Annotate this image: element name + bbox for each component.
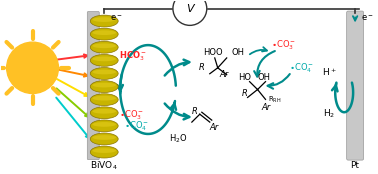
Ellipse shape xyxy=(92,57,116,61)
Ellipse shape xyxy=(92,122,116,127)
Ellipse shape xyxy=(92,96,116,101)
Ellipse shape xyxy=(90,54,118,66)
Text: $\bullet$CO$_4^-$: $\bullet$CO$_4^-$ xyxy=(124,119,150,133)
Text: OH: OH xyxy=(232,48,245,57)
Ellipse shape xyxy=(90,41,118,53)
Ellipse shape xyxy=(92,109,116,114)
Text: HCO$_3^-$: HCO$_3^-$ xyxy=(119,49,147,63)
Text: $\bullet$CO$_3^-$: $\bullet$CO$_3^-$ xyxy=(119,108,144,122)
Text: V: V xyxy=(186,4,194,14)
Text: HO: HO xyxy=(239,73,252,82)
Text: e$^-$: e$^-$ xyxy=(361,14,374,23)
FancyBboxPatch shape xyxy=(87,11,99,160)
Ellipse shape xyxy=(92,17,116,22)
Ellipse shape xyxy=(90,15,118,27)
Text: Ar: Ar xyxy=(220,70,229,79)
Text: H$^+$: H$^+$ xyxy=(322,66,336,78)
Circle shape xyxy=(173,0,207,25)
Text: e$^-$: e$^-$ xyxy=(110,14,123,23)
Ellipse shape xyxy=(90,28,118,40)
Text: OH: OH xyxy=(257,73,271,82)
Ellipse shape xyxy=(90,107,118,119)
Ellipse shape xyxy=(92,135,116,140)
Text: HOO: HOO xyxy=(203,48,222,57)
Ellipse shape xyxy=(92,30,116,35)
Text: Ar: Ar xyxy=(262,103,271,112)
Text: Ar: Ar xyxy=(210,122,219,132)
Text: BiVO$_4$: BiVO$_4$ xyxy=(90,159,118,172)
Text: H$_2$: H$_2$ xyxy=(323,108,335,120)
Ellipse shape xyxy=(90,81,118,93)
Ellipse shape xyxy=(90,146,118,158)
Text: $\bullet$CO$_3^-$: $\bullet$CO$_3^-$ xyxy=(271,38,297,52)
Text: $\bullet$CO$_4^-$: $\bullet$CO$_4^-$ xyxy=(290,61,314,75)
Ellipse shape xyxy=(92,44,116,48)
Text: R: R xyxy=(192,107,198,116)
Circle shape xyxy=(7,42,59,93)
Text: R: R xyxy=(199,63,205,72)
Text: R$_{\rm RH}$: R$_{\rm RH}$ xyxy=(268,94,281,105)
Text: R: R xyxy=(242,89,248,98)
Ellipse shape xyxy=(90,94,118,106)
Ellipse shape xyxy=(92,148,116,153)
Ellipse shape xyxy=(90,68,118,79)
Ellipse shape xyxy=(90,120,118,132)
Ellipse shape xyxy=(92,83,116,88)
Ellipse shape xyxy=(90,133,118,145)
Text: Pt: Pt xyxy=(351,161,359,170)
Ellipse shape xyxy=(92,70,116,74)
FancyBboxPatch shape xyxy=(347,11,364,160)
Text: H$_2$O: H$_2$O xyxy=(169,133,187,145)
